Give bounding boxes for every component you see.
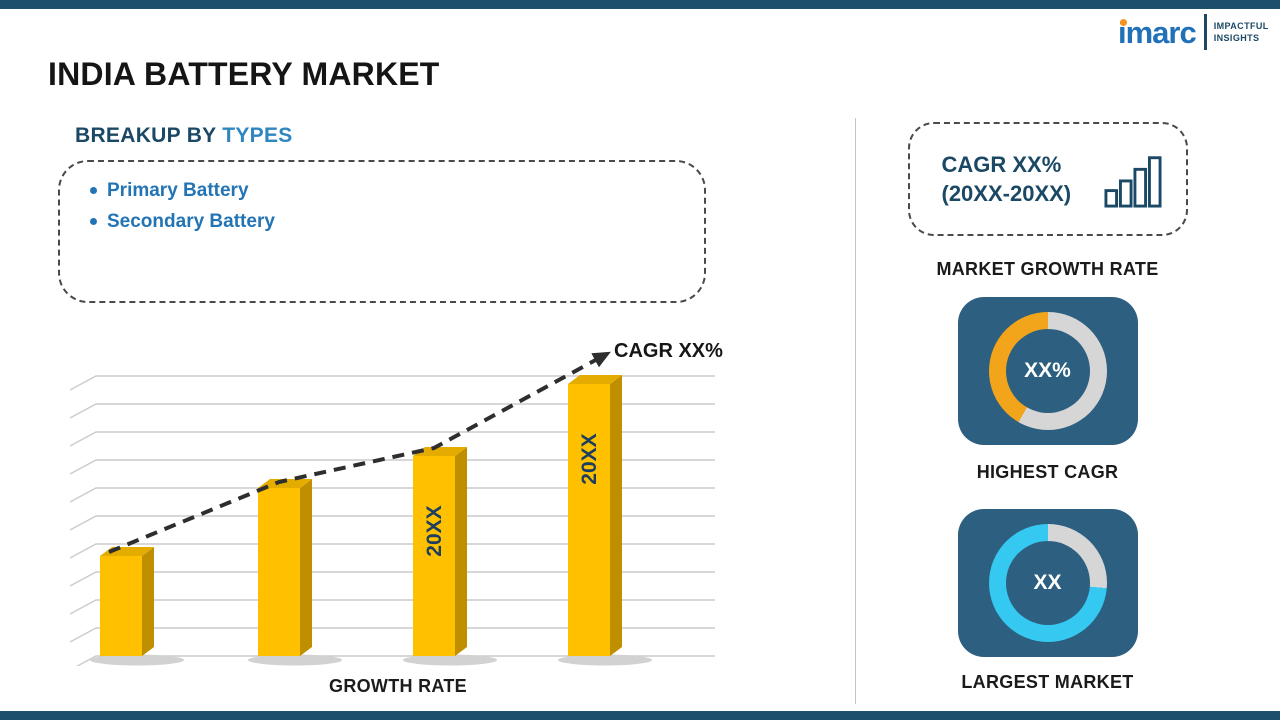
logo-separator	[1203, 14, 1207, 50]
market-growth-caption: MARKET GROWTH RATE	[936, 259, 1159, 279]
top-accent-bar	[0, 0, 1280, 9]
cagr-period: (20XX-20XX)	[941, 181, 1072, 206]
bar-chart: 20XX 20XX	[69, 351, 715, 666]
bottom-accent-bar	[0, 711, 1280, 720]
chart-x-axis-label: GROWTH RATE	[329, 676, 467, 696]
list-item-label: Secondary Battery	[107, 211, 275, 232]
bullet-icon	[90, 218, 97, 225]
highest-cagr-caption: HIGHEST CAGR	[976, 462, 1119, 482]
types-list: Primary Battery Secondary Battery	[90, 175, 674, 237]
logo-tagline: IMPACTFUL INSIGHTS	[1214, 20, 1269, 44]
market-growth-text: CAGR XX% (20XX-20XX)	[942, 150, 1072, 208]
logo-brand-text: imarc	[1118, 14, 1197, 50]
market-growth-box: CAGR XX% (20XX-20XX)	[907, 122, 1188, 236]
highest-cagr-tile: XX%	[957, 297, 1138, 445]
bullet-icon	[90, 187, 97, 194]
largest-market-value: XX	[1033, 571, 1062, 594]
largest-market-caption: LARGEST MARKET	[961, 672, 1134, 692]
breakup-heading-highlight: TYPES	[222, 124, 293, 147]
bar-chart-icon	[1103, 156, 1162, 208]
logo-tagline-line2: INSIGHTS	[1213, 33, 1260, 43]
vertical-divider	[855, 118, 856, 704]
svg-text:20XX: 20XX	[578, 433, 601, 484]
chart-cagr-annotation: CAGR XX%	[614, 340, 723, 362]
imarc-logo: imarc IMPACTFUL INSIGHTS	[1118, 14, 1269, 50]
breakup-heading-prefix: BREAKUP BY	[75, 124, 217, 147]
list-item-primary-battery: Primary Battery	[90, 175, 674, 206]
types-box: Primary Battery Secondary Battery	[58, 160, 706, 303]
logo-orange-dot-icon	[1120, 18, 1127, 26]
highest-cagr-value: XX%	[1024, 359, 1071, 382]
growth-rate-chart: 20XX 20XX CAGR XX% GROWTH RATE	[62, 336, 734, 710]
logo-tagline-line1: IMPACTFUL	[1213, 20, 1269, 31]
list-item-secondary-battery: Secondary Battery	[90, 206, 674, 237]
page-title: INDIA BATTERY MARKET	[48, 56, 440, 92]
highest-cagr-donut-chart: XX%	[988, 312, 1107, 430]
svg-text:20XX: 20XX	[423, 505, 446, 556]
breakup-heading: BREAKUP BY TYPES	[75, 124, 293, 148]
largest-market-donut-chart: XX	[988, 524, 1107, 642]
logo-brand: imarc	[1118, 14, 1197, 50]
largest-market-tile: XX	[957, 509, 1138, 657]
right-panel: CAGR XX% (20XX-20XX) MARKET GROWTH RATE …	[875, 118, 1220, 693]
cagr-value: CAGR XX%	[941, 152, 1062, 177]
list-item-label: Primary Battery	[107, 180, 249, 201]
